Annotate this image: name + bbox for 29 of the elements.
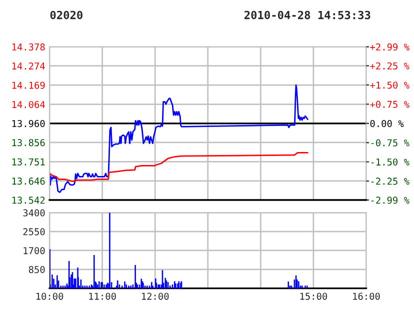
- y-tick-label: 13.960: [12, 120, 45, 128]
- y-tick-label: 13.646: [12, 178, 45, 185]
- y2-tick-label: -0.75 %: [371, 139, 410, 146]
- x-tick-label: 10:00: [36, 292, 64, 300]
- y2-tick-label: +2.99 %: [370, 43, 410, 51]
- y2-tick-label: 0.00 %: [370, 120, 404, 128]
- chart-subtitle: 2010-04-28 14:53:33: [244, 10, 370, 20]
- x-tick-label: 15:00: [300, 292, 328, 300]
- y-tick-label: 3400: [23, 209, 45, 216]
- y2-tick-label: -1.50 %: [371, 158, 410, 166]
- x-tick-label: 11:00: [89, 292, 116, 300]
- x-tick-label: 12:00: [142, 292, 169, 300]
- y-tick-label: 14.169: [12, 82, 45, 89]
- y2-tick-label: -2.25 %: [371, 178, 410, 185]
- y2-tick-label: +0.75 %: [370, 100, 410, 108]
- y-tick-label: 850: [28, 266, 45, 274]
- y2-tick-label: +1.50 %: [370, 82, 410, 89]
- x-tick-label: 16:00: [353, 292, 380, 300]
- y-tick-label: 2550: [23, 228, 45, 236]
- chart-title: 02020: [50, 10, 82, 20]
- y-tick-label: 14.274: [12, 62, 45, 70]
- y-tick-label: 13.542: [12, 196, 45, 204]
- y-tick-label: 13.751: [12, 158, 45, 166]
- y2-tick-label: -2.99 %: [371, 196, 410, 204]
- y-tick-label: 13.856: [12, 139, 45, 146]
- y-tick-label: 14.378: [12, 43, 45, 51]
- y2-tick-label: +2.25 %: [370, 62, 410, 70]
- y-tick-label: 14.064: [12, 100, 45, 108]
- y-tick-label: 1700: [24, 247, 45, 254]
